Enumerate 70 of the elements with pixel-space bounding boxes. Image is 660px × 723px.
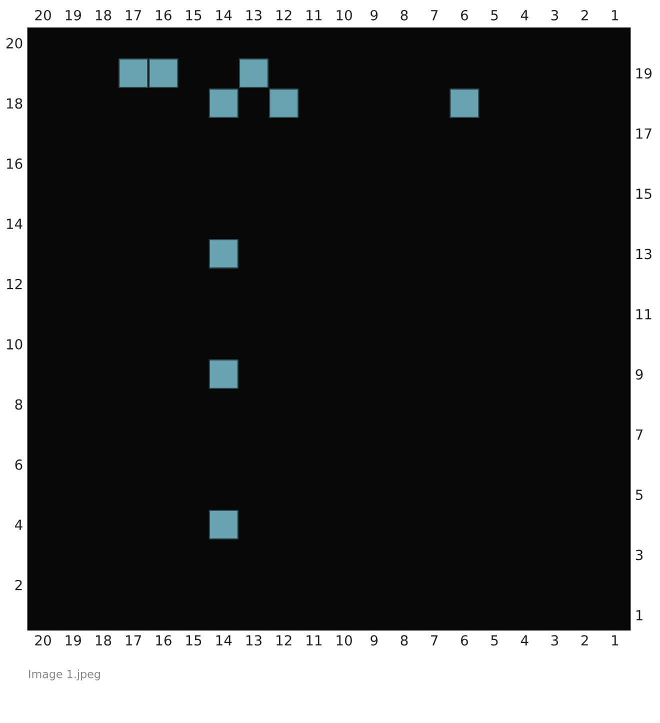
x-tick-label: 7 [431, 635, 438, 646]
x-tick-label: 19 [66, 635, 82, 646]
x-tick-label: 17 [126, 635, 141, 646]
x2-tick-label: 20 [35, 10, 51, 20]
x2-tick-label: 10 [336, 10, 352, 20]
x2-tick-label: 9 [370, 10, 378, 20]
y-tick-label: 2 [15, 580, 22, 590]
x-tick-label: 1 [612, 635, 618, 646]
y2-tick-label: 1 [636, 610, 642, 620]
x2-tick-label: 11 [306, 10, 322, 20]
point [208, 359, 238, 389]
x-tick-label: 16 [156, 635, 172, 646]
x-tick-label: 13 [246, 635, 262, 646]
x2-tick-label: 8 [400, 10, 408, 20]
x-tick-label: 18 [96, 635, 112, 646]
y-tick-label: 18 [6, 98, 22, 109]
x2-tick-label: 5 [491, 10, 498, 20]
point [208, 510, 238, 540]
point [208, 88, 238, 118]
x2-tick-label: 6 [461, 10, 468, 20]
y2-tick-label: 13 [636, 248, 652, 260]
y2-tick-label: 5 [636, 490, 642, 500]
x-tick-label: 9 [370, 635, 378, 646]
x2-tick-label: 15 [186, 10, 202, 20]
x2-tick-label: 1 [612, 10, 618, 20]
y-tick-label: 6 [15, 459, 22, 470]
y-tick-label: 12 [6, 278, 22, 290]
point [118, 58, 148, 88]
x-tick-label: 11 [306, 635, 322, 646]
x-tick-label: 12 [276, 635, 292, 646]
text: Image 1.jpeg [29, 670, 100, 680]
y-tick-label: 14 [6, 218, 22, 229]
y2-tick-label: 3 [636, 550, 643, 560]
x2-tick-label: 13 [246, 10, 262, 20]
y-tick-label: 10 [6, 339, 22, 350]
point [269, 88, 299, 118]
point [238, 58, 269, 88]
y-tick-label: 16 [6, 158, 22, 169]
x-tick-label: 15 [186, 635, 202, 646]
x-tick-label: 8 [400, 635, 408, 646]
x2-tick-label: 17 [126, 10, 141, 20]
point [148, 58, 178, 88]
x2-tick-label: 12 [276, 10, 292, 20]
x-tick-label: 5 [491, 635, 498, 646]
y2-tick-label: 17 [636, 128, 652, 139]
x2-tick-label: 2 [581, 10, 588, 20]
x2-tick-label: 16 [156, 10, 172, 20]
y-tick-label: 4 [14, 520, 22, 530]
point [208, 238, 238, 269]
x-tick-label: 4 [520, 635, 528, 646]
x2-tick-label: 3 [551, 10, 558, 20]
x2-tick-label: 19 [66, 10, 82, 20]
x2-tick-label: 4 [520, 10, 528, 20]
x-tick-label: 3 [551, 635, 558, 646]
x-tick-label: 20 [35, 635, 51, 646]
x-tick-label: 10 [336, 635, 352, 646]
y-tick-label: 20 [6, 38, 22, 49]
x-tick-label: 6 [461, 635, 468, 646]
y2-tick-label: 9 [636, 369, 643, 380]
point [450, 88, 480, 118]
y2-tick-label: 19 [636, 68, 652, 79]
x-tick-label: 2 [581, 635, 588, 646]
x2-tick-label: 7 [431, 10, 438, 20]
y2-tick-label: 7 [636, 430, 643, 440]
y-tick-label: 8 [15, 399, 22, 410]
y2-tick-label: 11 [636, 309, 652, 320]
x-tick-label: 14 [216, 635, 232, 646]
x2-tick-label: 14 [216, 10, 232, 20]
y2-tick-label: 15 [636, 188, 652, 200]
x2-tick-label: 18 [96, 10, 112, 20]
